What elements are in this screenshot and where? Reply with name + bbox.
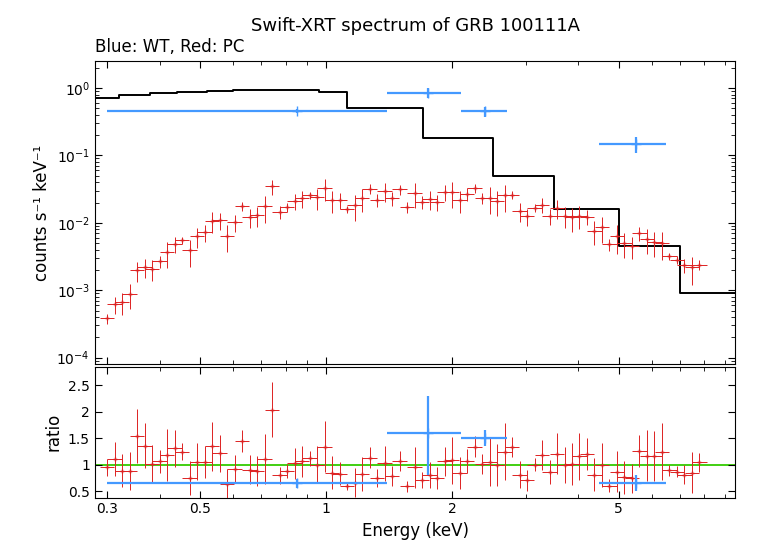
Text: Blue: WT, Red: PC: Blue: WT, Red: PC — [95, 38, 244, 56]
Title: Swift-XRT spectrum of GRB 100111A: Swift-XRT spectrum of GRB 100111A — [250, 17, 580, 34]
Y-axis label: ratio: ratio — [44, 413, 62, 451]
X-axis label: Energy (keV): Energy (keV) — [362, 522, 468, 540]
Y-axis label: counts s⁻¹ keV⁻¹: counts s⁻¹ keV⁻¹ — [33, 145, 51, 281]
